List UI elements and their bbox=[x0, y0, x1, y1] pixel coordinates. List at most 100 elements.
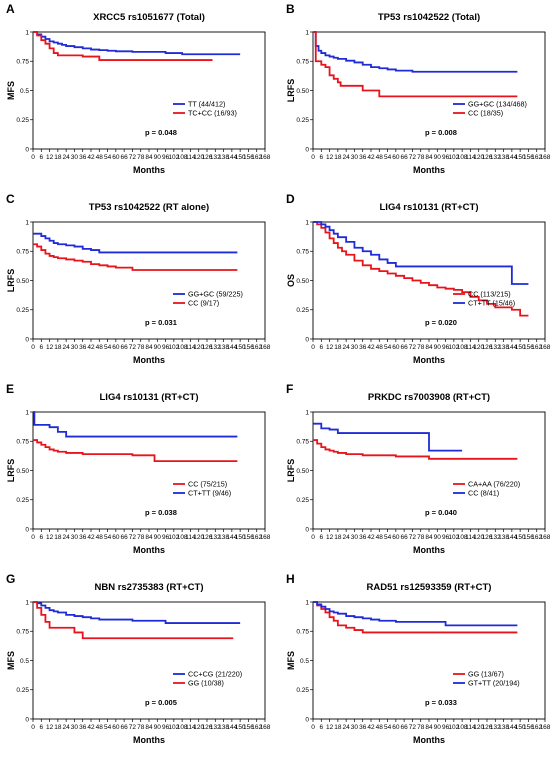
km-curve-series-1 bbox=[313, 221, 529, 317]
x-tick-label: 156 bbox=[243, 344, 254, 351]
x-tick-label: 120 bbox=[193, 534, 204, 541]
x-tick-label: 102 bbox=[168, 154, 179, 161]
x-tick-label: 36 bbox=[79, 154, 87, 161]
x-tick-label: 84 bbox=[145, 534, 153, 541]
chart-title: PRKDC rs7003908 (RT+CT) bbox=[368, 392, 490, 403]
x-tick-label: 24 bbox=[63, 154, 71, 161]
y-tick-label: 0.75 bbox=[16, 439, 29, 446]
x-tick-label: 36 bbox=[359, 724, 367, 731]
x-tick-label: 48 bbox=[376, 154, 384, 161]
x-tick-label: 144 bbox=[226, 154, 237, 161]
p-value-label: p = 0.038 bbox=[145, 508, 177, 517]
x-tick-label: 96 bbox=[162, 344, 170, 351]
x-tick-label: 42 bbox=[367, 154, 375, 161]
x-tick-label: 60 bbox=[112, 344, 120, 351]
p-value-label: p = 0.033 bbox=[425, 698, 457, 707]
x-tick-label: 66 bbox=[401, 344, 409, 351]
x-tick-label: 114 bbox=[465, 534, 476, 541]
x-tick-label: 48 bbox=[376, 724, 384, 731]
y-axis-label: LRFS bbox=[286, 79, 296, 103]
y-tick-label: 0 bbox=[25, 336, 29, 343]
p-value-label: p = 0.048 bbox=[145, 128, 177, 137]
x-tick-label: 48 bbox=[96, 724, 104, 731]
x-tick-label: 138 bbox=[498, 344, 509, 351]
x-tick-label: 84 bbox=[145, 154, 153, 161]
y-tick-label: 0.75 bbox=[296, 629, 309, 636]
y-tick-label: 0.25 bbox=[296, 687, 309, 694]
y-axis-label: MFS bbox=[6, 81, 16, 100]
x-tick-label: 18 bbox=[54, 534, 62, 541]
x-tick-label: 60 bbox=[392, 724, 400, 731]
x-tick-label: 96 bbox=[162, 724, 170, 731]
x-tick-label: 126 bbox=[482, 344, 493, 351]
y-tick-label: 0.75 bbox=[296, 59, 309, 66]
y-tick-label: 0.25 bbox=[296, 307, 309, 314]
y-tick-label: 0.5 bbox=[20, 88, 29, 95]
x-tick-label: 48 bbox=[96, 534, 104, 541]
x-tick-label: 60 bbox=[112, 724, 120, 731]
x-tick-label: 6 bbox=[319, 534, 323, 541]
x-tick-label: 144 bbox=[226, 344, 237, 351]
y-tick-label: 0.50 bbox=[296, 468, 309, 475]
x-tick-label: 90 bbox=[434, 534, 442, 541]
legend-entry: CA+AA (76/220) bbox=[468, 480, 520, 489]
x-tick-label: 138 bbox=[498, 534, 509, 541]
x-tick-label: 150 bbox=[235, 154, 246, 161]
legend-entry: TT (44/412) bbox=[188, 100, 225, 109]
km-curve-series-1 bbox=[313, 439, 518, 460]
y-tick-label: 1 bbox=[25, 409, 29, 416]
x-tick-label: 132 bbox=[490, 534, 501, 541]
x-tick-label: 42 bbox=[367, 344, 375, 351]
x-tick-label: 72 bbox=[409, 154, 417, 161]
x-tick-label: 102 bbox=[448, 154, 459, 161]
x-tick-label: 54 bbox=[104, 534, 112, 541]
x-tick-label: 18 bbox=[334, 534, 342, 541]
y-tick-label: 0 bbox=[305, 526, 309, 533]
x-tick-label: 162 bbox=[251, 534, 262, 541]
x-axis-label: Months bbox=[133, 355, 165, 365]
x-tick-label: 72 bbox=[409, 724, 417, 731]
legend-entry: CT+TT (9/46) bbox=[188, 489, 231, 498]
x-tick-label: 114 bbox=[185, 534, 196, 541]
legend-entry: GG+GC (59/225) bbox=[188, 290, 243, 299]
x-tick-label: 168 bbox=[260, 344, 271, 351]
x-tick-label: 6 bbox=[39, 154, 43, 161]
legend-entry: CC (8/41) bbox=[468, 489, 499, 498]
x-tick-label: 138 bbox=[218, 344, 229, 351]
x-tick-label: 168 bbox=[260, 534, 271, 541]
x-tick-label: 6 bbox=[319, 724, 323, 731]
x-tick-label: 114 bbox=[465, 154, 476, 161]
x-tick-label: 162 bbox=[531, 344, 542, 351]
x-tick-label: 24 bbox=[63, 534, 71, 541]
x-tick-label: 96 bbox=[162, 534, 170, 541]
y-axis-label: LRFS bbox=[6, 459, 16, 483]
x-tick-label: 108 bbox=[177, 724, 188, 731]
x-tick-label: 156 bbox=[523, 154, 534, 161]
y-tick-label: 0.75 bbox=[296, 439, 309, 446]
x-tick-label: 0 bbox=[311, 534, 315, 541]
x-tick-label: 168 bbox=[540, 344, 550, 351]
legend-entry: TC+CC (16/93) bbox=[188, 109, 237, 118]
km-curve-series-1 bbox=[313, 601, 518, 634]
x-tick-label: 42 bbox=[87, 154, 95, 161]
x-tick-label: 36 bbox=[79, 344, 87, 351]
x-tick-label: 150 bbox=[235, 724, 246, 731]
km-curve-series-1 bbox=[33, 439, 238, 463]
chart-title: LIG4 rs10131 (RT+CT) bbox=[380, 202, 479, 213]
x-tick-label: 126 bbox=[482, 154, 493, 161]
y-tick-label: 0.50 bbox=[16, 468, 29, 475]
x-tick-label: 78 bbox=[137, 724, 145, 731]
x-tick-label: 162 bbox=[251, 154, 262, 161]
y-tick-label: 1 bbox=[25, 219, 29, 226]
x-tick-label: 78 bbox=[137, 154, 145, 161]
x-tick-label: 90 bbox=[154, 724, 162, 731]
x-tick-label: 36 bbox=[359, 154, 367, 161]
x-tick-label: 156 bbox=[523, 534, 534, 541]
x-tick-label: 84 bbox=[425, 154, 433, 161]
x-tick-label: 114 bbox=[185, 724, 196, 731]
km-curve-series-1 bbox=[33, 31, 241, 56]
y-tick-label: 0.50 bbox=[296, 88, 309, 95]
